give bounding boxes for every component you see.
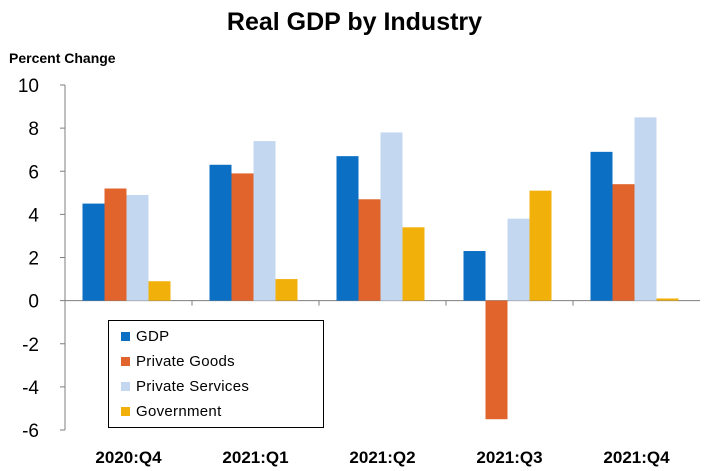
bar-government-2021-q3	[529, 190, 552, 301]
y-tick-label: 8	[28, 119, 39, 140]
bar-private-goods-2021-q1	[231, 173, 254, 301]
x-tick-label: 2020:Q4	[95, 448, 162, 467]
legend-item-private-goods: Private Goods	[121, 351, 235, 371]
bar-government-2020-q4	[148, 281, 171, 301]
bar-private-services-2021-q1	[253, 141, 276, 301]
legend-label-private-services: Private Services	[136, 377, 250, 395]
y-tick-label: 4	[28, 205, 39, 226]
x-tick-label: 2021:Q1	[222, 448, 288, 467]
bar-gdp-2021-q1	[209, 164, 232, 301]
bar-private-services-2021-q4	[634, 117, 657, 301]
y-tick-label: 10	[18, 76, 39, 97]
y-tick-label: 0	[28, 292, 39, 313]
legend-label-private-goods: Private Goods	[136, 352, 235, 370]
legend-swatch-government	[121, 406, 130, 416]
y-tick-label: -2	[22, 335, 39, 356]
y-tick-label: 2	[28, 249, 39, 270]
y-tick-label: 6	[28, 162, 39, 183]
bar-gdp-2020-q4	[82, 203, 105, 301]
legend-swatch-private-services	[121, 381, 130, 391]
x-tick-label: 2021:Q2	[349, 448, 415, 467]
bar-private-services-2021-q3	[507, 218, 530, 301]
bar-gdp-2021-q2	[336, 156, 359, 301]
y-tick-label: -6	[22, 421, 39, 442]
legend-swatch-private-goods	[121, 356, 130, 366]
bar-private-goods-2021-q3	[485, 300, 508, 420]
bar-gdp-2021-q4	[590, 151, 613, 301]
legend-item-private-services: Private Services	[121, 376, 249, 396]
legend-swatch-gdp	[121, 331, 130, 341]
x-tick-label: 2021:Q3	[476, 448, 542, 467]
legend-item-government: Government	[121, 401, 222, 421]
bar-private-services-2021-q2	[380, 132, 403, 301]
bar-private-goods-2021-q4	[612, 184, 635, 301]
legend-label-government: Government	[136, 402, 222, 420]
bar-gdp-2021-q3	[463, 251, 486, 301]
bar-private-goods-2021-q2	[358, 199, 381, 301]
bar-government-2021-q2	[402, 227, 425, 301]
bar-government-2021-q4	[656, 298, 679, 301]
chart-title: Real GDP by Industry	[226, 8, 483, 36]
y-axis-label: Percent Change	[9, 50, 116, 66]
legend: GDP Private Goods Private Services Gover…	[108, 320, 324, 428]
bar-government-2021-q1	[275, 279, 298, 301]
x-tick-label: 2021:Q4	[603, 448, 670, 467]
legend-label-gdp: GDP	[136, 327, 170, 345]
bar-private-goods-2020-q4	[104, 188, 127, 301]
y-tick-label: -4	[22, 378, 39, 399]
legend-item-gdp: GDP	[121, 326, 169, 346]
bar-private-services-2020-q4	[126, 194, 149, 301]
